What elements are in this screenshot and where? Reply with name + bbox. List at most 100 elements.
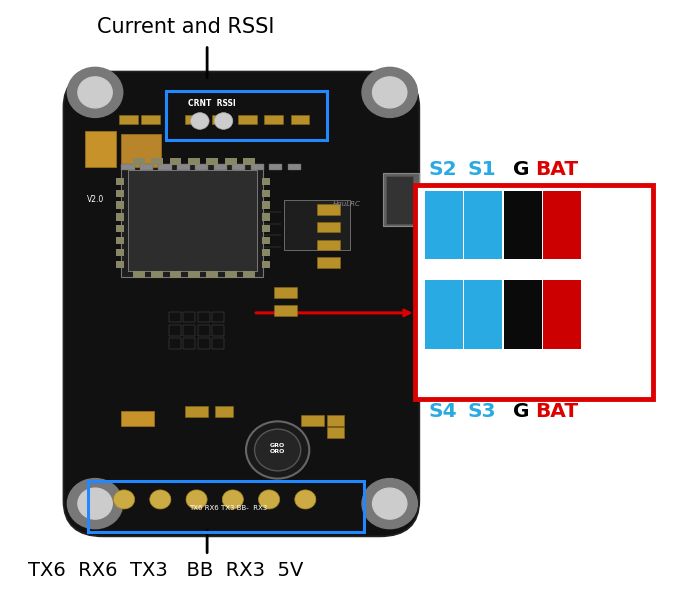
Bar [225, 271, 237, 278]
Circle shape [191, 113, 209, 129]
Bar [206, 158, 219, 165]
Bar [212, 338, 224, 349]
Bar [383, 173, 419, 226]
Bar [169, 312, 181, 322]
Circle shape [78, 77, 112, 108]
Bar [133, 158, 145, 165]
Bar [262, 201, 270, 209]
Bar [140, 164, 153, 170]
Bar [327, 427, 344, 438]
Bar [504, 280, 542, 349]
Circle shape [214, 113, 233, 129]
Text: CRNT  RSSI: CRNT RSSI [188, 98, 236, 108]
Bar [177, 164, 190, 170]
Text: G: G [513, 402, 529, 421]
Bar [195, 164, 208, 170]
Circle shape [259, 490, 279, 509]
Bar [301, 415, 324, 426]
Circle shape [372, 488, 407, 519]
Circle shape [362, 479, 417, 529]
Bar [188, 158, 200, 165]
Bar [184, 338, 195, 349]
Bar [206, 271, 219, 278]
Bar [317, 257, 340, 268]
Circle shape [78, 488, 112, 519]
Text: TX6  RX6  TX3   BB  RX3  5V: TX6 RX6 TX3 BB RX3 5V [28, 561, 303, 581]
Bar [504, 191, 542, 259]
Bar [116, 237, 124, 244]
Bar [141, 115, 160, 124]
Bar [212, 325, 224, 336]
Bar [89, 481, 364, 532]
Bar [116, 225, 124, 232]
Bar [269, 164, 282, 170]
Bar [116, 178, 124, 185]
Bar [165, 91, 327, 140]
Bar [317, 240, 340, 250]
Bar [275, 305, 297, 316]
Bar [291, 115, 309, 124]
Bar [158, 164, 171, 170]
Bar [317, 222, 340, 232]
Bar [464, 191, 503, 259]
Bar [212, 115, 230, 124]
Bar [184, 312, 195, 322]
Bar [238, 115, 257, 124]
Bar [185, 115, 204, 124]
Bar [169, 271, 182, 278]
Circle shape [150, 490, 171, 509]
Text: S2: S2 [428, 160, 457, 179]
Text: Current and RSSI: Current and RSSI [97, 17, 274, 37]
Bar [264, 115, 283, 124]
Bar [122, 164, 263, 277]
Bar [169, 158, 182, 165]
Circle shape [113, 490, 135, 509]
Circle shape [68, 479, 123, 529]
Bar [543, 280, 581, 349]
Bar [288, 164, 301, 170]
Bar [185, 406, 208, 417]
Circle shape [68, 67, 123, 117]
Text: S1: S1 [468, 160, 497, 179]
Circle shape [246, 421, 309, 479]
Bar [243, 271, 255, 278]
Circle shape [186, 490, 207, 509]
Bar [128, 170, 257, 271]
Bar [543, 191, 581, 259]
Bar [122, 411, 154, 426]
Bar [184, 325, 195, 336]
Bar [122, 164, 135, 170]
Circle shape [362, 67, 417, 117]
Bar [198, 325, 210, 336]
Circle shape [295, 490, 316, 509]
Bar [284, 200, 350, 250]
Bar [232, 164, 245, 170]
Bar [387, 176, 413, 224]
Bar [251, 164, 264, 170]
Bar [262, 213, 270, 221]
Text: G: G [513, 160, 529, 179]
Bar [122, 134, 161, 167]
Bar [262, 249, 270, 256]
Bar [225, 158, 237, 165]
Bar [262, 237, 270, 244]
Text: S3: S3 [468, 402, 497, 421]
Bar [151, 271, 163, 278]
Text: HguLRC: HguLRC [333, 201, 361, 207]
Bar [464, 280, 503, 349]
Bar [116, 213, 124, 221]
Bar [262, 225, 270, 232]
Bar [215, 406, 234, 417]
Circle shape [222, 490, 243, 509]
Bar [120, 115, 138, 124]
Bar [214, 164, 227, 170]
Text: S4: S4 [428, 402, 457, 421]
Bar [262, 190, 270, 197]
Bar [243, 158, 255, 165]
Text: BAT: BAT [535, 160, 578, 179]
Bar [317, 204, 340, 215]
Text: TX6 RX6 TX3 BB-  RX3: TX6 RX6 TX3 BB- RX3 [189, 505, 267, 511]
Bar [425, 280, 463, 349]
Bar [198, 338, 210, 349]
Bar [188, 271, 200, 278]
